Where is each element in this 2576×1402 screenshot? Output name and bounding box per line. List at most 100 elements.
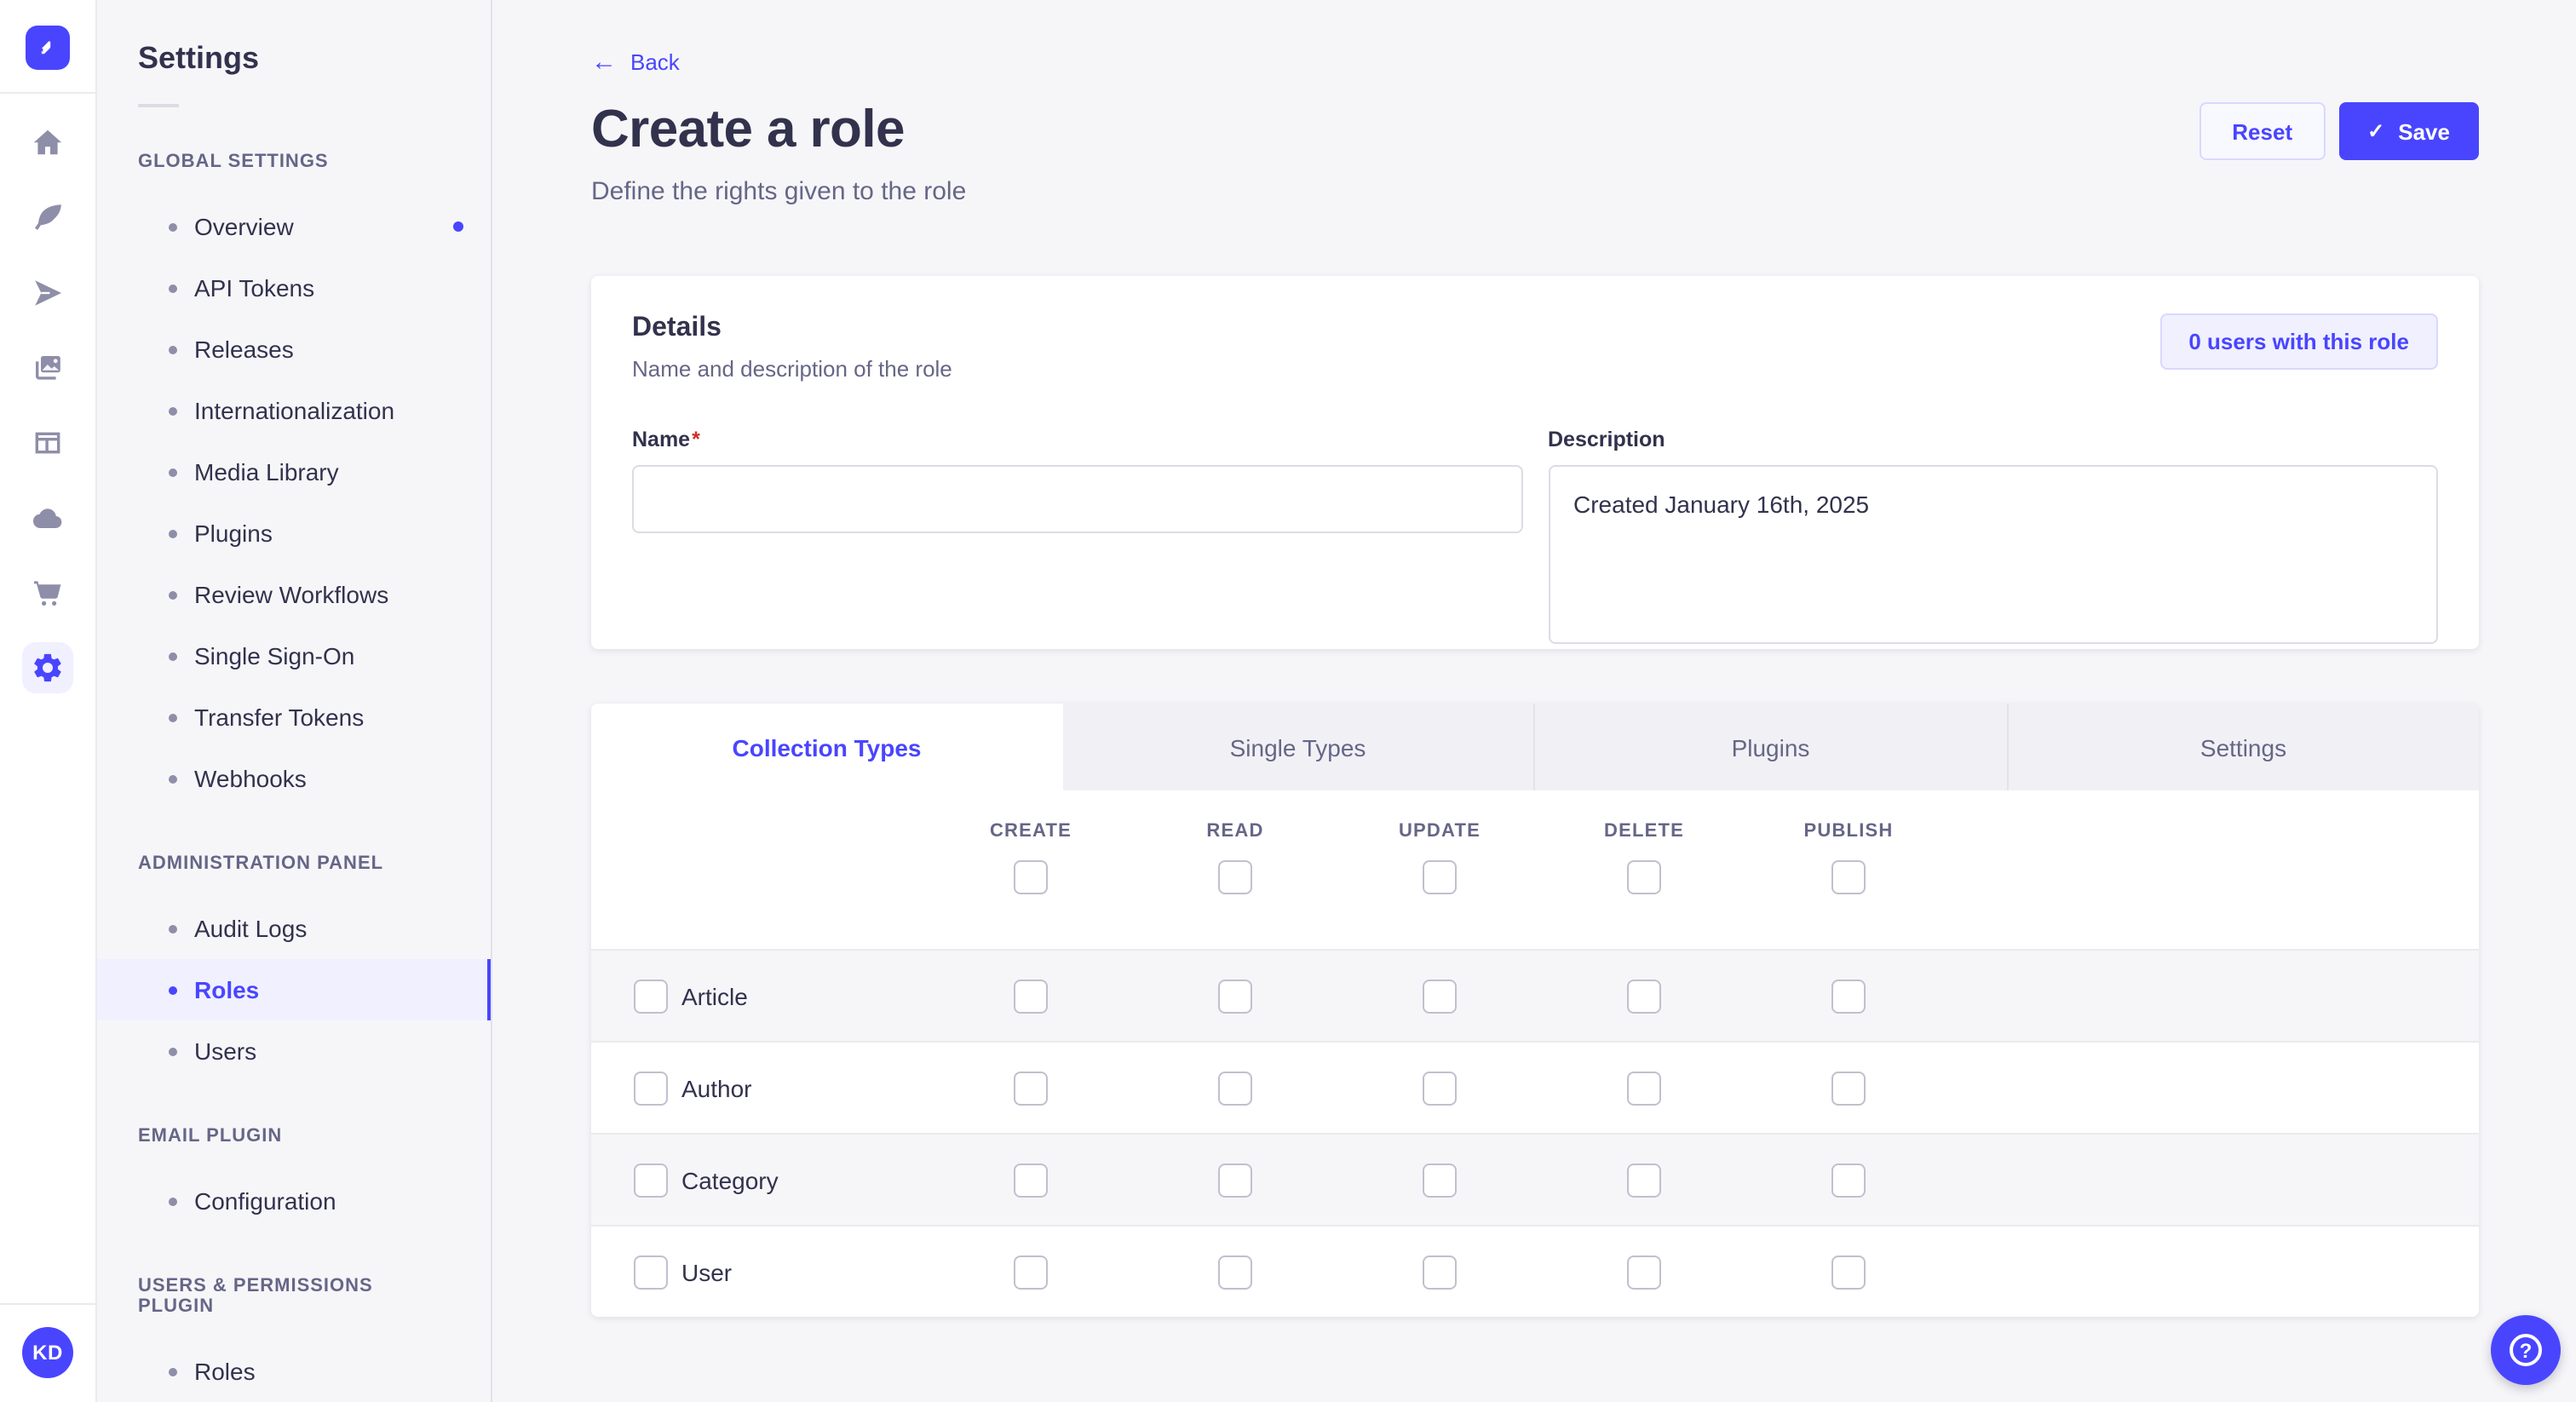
select-all-create-checkbox[interactable] <box>1014 860 1048 894</box>
sidebar-item-api-tokens[interactable]: API Tokens <box>97 257 491 319</box>
delete-checkbox[interactable] <box>1627 1255 1661 1289</box>
required-asterisk: * <box>692 428 700 451</box>
column-label-publish: PUBLISH <box>1803 821 1894 842</box>
sidebar-item-audit-logs[interactable]: Audit Logs <box>97 898 491 959</box>
update-checkbox[interactable] <box>1423 1071 1457 1105</box>
details-card-header: Details Name and description of the role… <box>632 313 2438 382</box>
bullet-dot-icon <box>169 590 177 599</box>
sidebar-item-users[interactable]: Users <box>97 1020 491 1082</box>
description-textarea[interactable]: Created January 16th, 2025 <box>1548 465 2438 644</box>
update-checkbox[interactable] <box>1423 1163 1457 1197</box>
sidebar-item-internationalization[interactable]: Internationalization <box>97 380 491 441</box>
details-card-titles: Details Name and description of the role <box>632 313 952 382</box>
create-checkbox[interactable] <box>1014 979 1048 1013</box>
back-label: Back <box>630 49 680 75</box>
sidebar-item-plugins[interactable]: Plugins <box>97 503 491 564</box>
rail-bottom-divider <box>0 1303 95 1305</box>
sidebar-item-roles-active[interactable]: Roles <box>97 959 491 1020</box>
send-nav-button[interactable] <box>0 256 95 330</box>
tab-plugins[interactable]: Plugins <box>1533 704 2006 790</box>
name-field-group: Name * <box>632 424 1522 644</box>
bullet-dot-icon <box>169 774 177 783</box>
tab-collection-types[interactable]: Collection Types <box>591 704 1062 790</box>
media-library-nav-button[interactable] <box>0 330 95 405</box>
column-labels-row: CREATE READ UPDATE DELETE PUBLISH <box>591 821 2479 842</box>
sidebar-item-releases[interactable]: Releases <box>97 319 491 380</box>
cloud-nav-button[interactable] <box>0 480 95 555</box>
publish-checkbox[interactable] <box>1831 1255 1866 1289</box>
delete-checkbox[interactable] <box>1627 979 1661 1013</box>
select-all-read-checkbox[interactable] <box>1218 860 1252 894</box>
publish-checkbox[interactable] <box>1831 979 1866 1013</box>
section-label: EMAIL PLUGIN <box>138 1126 283 1146</box>
sidebar-item-label: API Tokens <box>194 274 315 302</box>
column-label-create: CREATE <box>989 821 1072 842</box>
reset-button[interactable]: Reset <box>2199 102 2326 160</box>
read-checkbox[interactable] <box>1218 1255 1252 1289</box>
sidebar-item-overview[interactable]: Overview <box>97 196 491 257</box>
row-select-checkbox[interactable] <box>634 1255 668 1289</box>
check-icon: ✓ <box>2367 119 2385 143</box>
create-checkbox[interactable] <box>1014 1071 1048 1105</box>
sidebar-item-configuration[interactable]: Configuration <box>97 1170 491 1232</box>
sidebar-item-review-workflows[interactable]: Review Workflows <box>97 564 491 625</box>
images-icon <box>22 342 73 394</box>
row-select-checkbox[interactable] <box>634 1071 668 1105</box>
delete-checkbox[interactable] <box>1627 1071 1661 1105</box>
row-select-checkbox[interactable] <box>634 1163 668 1197</box>
bullet-dot-icon <box>169 529 177 537</box>
sidebar-item-up-roles[interactable]: Roles <box>97 1341 491 1402</box>
marketplace-nav-button[interactable] <box>0 555 95 630</box>
delete-checkbox[interactable] <box>1627 1163 1661 1197</box>
update-checkbox[interactable] <box>1423 1255 1457 1289</box>
save-button[interactable]: ✓ Save <box>2338 102 2479 160</box>
back-link[interactable]: ← Back <box>591 49 680 75</box>
create-checkbox[interactable] <box>1014 1255 1048 1289</box>
update-checkbox[interactable] <box>1423 979 1457 1013</box>
content-manager-nav-button[interactable] <box>0 405 95 480</box>
gear-icon <box>22 642 73 693</box>
sidebar-section-administration-panel: ADMINISTRATION PANEL Audit Logs Roles Us… <box>97 853 491 1082</box>
sidebar-item-label: Roles <box>194 1358 256 1385</box>
sidebar-item-label: Releases <box>194 336 294 363</box>
select-all-update-checkbox[interactable] <box>1423 860 1457 894</box>
help-button[interactable]: ? <box>2491 1315 2561 1385</box>
description-field-group: Description Created January 16th, 2025 <box>1548 424 2438 644</box>
content-builder-nav-button[interactable] <box>0 181 95 256</box>
bullet-dot-icon <box>169 468 177 476</box>
content-type-label: Category <box>681 1166 779 1193</box>
content-type-label: Author <box>681 1074 752 1101</box>
create-checkbox[interactable] <box>1014 1163 1048 1197</box>
select-all-publish-checkbox[interactable] <box>1831 860 1866 894</box>
user-avatar[interactable]: KD <box>22 1327 73 1378</box>
permissions-panel: Collection Types Single Types Plugins Se… <box>591 704 2479 1317</box>
settings-nav-button[interactable] <box>0 630 95 705</box>
read-checkbox[interactable] <box>1218 979 1252 1013</box>
permission-row-article: Article <box>591 949 2479 1041</box>
sidebar-item-media-library[interactable]: Media Library <box>97 441 491 503</box>
strapi-logo-icon[interactable] <box>26 26 70 70</box>
sidebar-item-label: Users <box>194 1037 257 1065</box>
sidebar-item-webhooks[interactable]: Webhooks <box>97 748 491 809</box>
bullet-dot-icon <box>169 1197 177 1205</box>
column-label-update: UPDATE <box>1398 821 1481 842</box>
name-input[interactable] <box>632 465 1522 533</box>
page-subtitle: Define the rights given to the role <box>591 177 967 206</box>
read-checkbox[interactable] <box>1218 1163 1252 1197</box>
publish-checkbox[interactable] <box>1831 1163 1866 1197</box>
read-checkbox[interactable] <box>1218 1071 1252 1105</box>
sidebar-item-transfer-tokens[interactable]: Transfer Tokens <box>97 687 491 748</box>
sidebar-item-single-sign-on[interactable]: Single Sign-On <box>97 625 491 687</box>
permission-row-user: User <box>591 1225 2479 1317</box>
bullet-dot-icon <box>169 222 177 231</box>
question-mark-icon: ? <box>2510 1334 2542 1366</box>
tab-single-types[interactable]: Single Types <box>1062 704 1533 790</box>
publish-checkbox[interactable] <box>1831 1071 1866 1105</box>
select-all-delete-checkbox[interactable] <box>1627 860 1661 894</box>
details-title: Details <box>632 313 722 342</box>
home-nav-button[interactable] <box>0 106 95 181</box>
tab-settings[interactable]: Settings <box>2006 704 2479 790</box>
users-with-role-button[interactable]: 0 users with this role <box>2159 313 2438 370</box>
row-select-checkbox[interactable] <box>634 979 668 1013</box>
